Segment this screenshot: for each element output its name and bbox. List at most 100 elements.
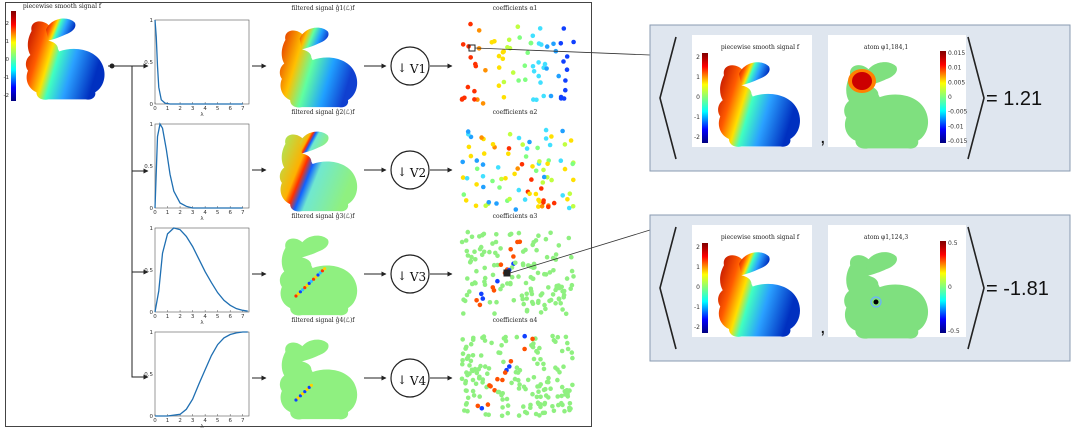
coefficient-point: [480, 101, 486, 106]
coefficient-point: [516, 274, 521, 279]
left-angle-bracket: [659, 226, 677, 350]
coefficient-point: [465, 129, 471, 134]
coefficient-point: [537, 199, 542, 204]
coefficient-point: [493, 239, 499, 245]
coefficient-point: [489, 40, 495, 45]
downsample-arrow-symbol: ↓: [397, 61, 407, 75]
coefficient-point: [525, 377, 531, 383]
kernel-xtick-label: 6: [228, 106, 232, 112]
atom-support-point: [873, 299, 879, 305]
callout-atom-colorbar: [940, 51, 946, 143]
coefficient-point: [483, 203, 489, 208]
coefficient-point: [500, 56, 506, 62]
callout-signal-tick: -1: [694, 114, 700, 121]
coefficient-point: [501, 79, 507, 85]
coefficient-point: [467, 371, 472, 376]
coefficient-point: [524, 296, 529, 301]
callout-atom-tick: -0.5: [948, 328, 960, 335]
callout-signal-tick: -2: [694, 324, 700, 331]
coefficient-point: [496, 65, 502, 70]
coefficient-point: [534, 394, 540, 400]
coefficient-point: [553, 365, 558, 371]
coefficient-point: [499, 343, 504, 348]
callout-atom-tick: -0.015: [948, 138, 968, 145]
signal-tick-2: 1: [6, 39, 10, 45]
coefficient-point: [472, 249, 477, 254]
coefficient-point: [564, 276, 570, 281]
coefficient-point: [499, 176, 504, 182]
coefficient-point: [517, 239, 523, 245]
coef-title-3: coefficients α3: [493, 213, 538, 220]
inner-product-value: = -1.81: [986, 278, 1049, 300]
kernel-ytick-label: 1: [150, 18, 154, 24]
kernel-plot-1: 0 1 2 3 4 5 6 7 0 0.5 1 λ: [144, 18, 250, 118]
coefficient-point: [463, 238, 469, 243]
coefficient-point: [565, 197, 570, 202]
callout-signal-colorbar: [702, 243, 708, 333]
coefficient-point: [570, 204, 576, 209]
coefficient-point: [516, 187, 522, 193]
coefficient-point: [476, 366, 482, 372]
coefficient-point: [495, 262, 500, 268]
coefficient-point: [558, 301, 563, 306]
kernel-xtick-label: 7: [241, 106, 245, 112]
signal-title: piecewise smooth signal f: [23, 3, 102, 10]
kernel-ytick-label: 0.5: [144, 268, 153, 274]
coefficient-point: [500, 49, 506, 55]
coefficient-point: [536, 73, 541, 79]
filtered-bunny-1: [279, 27, 358, 108]
coefficient-point: [541, 167, 546, 173]
coefficient-point: [538, 382, 543, 387]
coefficient-point: [499, 413, 505, 419]
coefficient-point: [498, 286, 503, 292]
coefficient-point: [564, 54, 570, 59]
kernel-xtick-label: 0: [153, 106, 157, 112]
coefficient-point: [510, 70, 516, 75]
downsample-subscript: V1: [409, 62, 426, 76]
coefficient-point: [515, 370, 521, 375]
coefficient-point: [520, 142, 525, 147]
pipeline-row-3: 0 1 2 3 4 5 6 7 0 0.5 1 λ filtered signal ĝ3(ℒ)f ↓ V3 c…: [144, 213, 576, 326]
coefficient-point: [477, 394, 483, 399]
coefficient-point: [536, 60, 541, 65]
coefficient-point: [482, 338, 488, 343]
kernel-xtick-label: 4: [203, 314, 207, 320]
coefficient-point: [490, 241, 495, 246]
coefficient-point: [560, 402, 565, 408]
coefficient-point: [555, 377, 560, 383]
kernel-xtick-label: 2: [178, 314, 182, 320]
coefficient-point: [497, 185, 502, 190]
callout-comma: ,: [820, 126, 826, 148]
coefficient-point: [516, 386, 522, 391]
coefficient-point: [562, 408, 567, 414]
kernel-xtick-label: 5: [216, 314, 220, 320]
coefficient-point: [529, 343, 534, 348]
coefficient-point: [529, 288, 534, 294]
coefficient-point: [507, 131, 513, 137]
downsample-operator-1: ↓ V1: [390, 46, 430, 86]
coefficient-point: [480, 380, 485, 385]
callout-signal-tick: 1: [696, 74, 700, 81]
coefficient-point: [468, 55, 474, 60]
coefficient-point: [559, 393, 564, 399]
coefficient-point: [511, 298, 517, 303]
coefficient-point: [474, 158, 480, 163]
coefficient-point: [517, 382, 522, 387]
filtered-bunny-2: [279, 131, 358, 212]
coefficient-point: [535, 361, 540, 367]
coefficient-point: [469, 234, 475, 240]
coefficient-point: [542, 271, 547, 277]
coefficient-point: [461, 297, 466, 303]
coefficient-point: [525, 50, 530, 55]
coefficient-point: [495, 278, 500, 284]
coefficient-point: [555, 334, 561, 340]
filtered-title-3: filtered signal ĝ3(ℒ)f: [291, 213, 355, 220]
right-angle-bracket: [967, 36, 985, 160]
coefficient-point: [490, 285, 496, 290]
coefficient-point: [529, 177, 534, 182]
coefficient-point: [566, 235, 572, 241]
coefficient-point: [463, 381, 468, 386]
coefficient-point: [478, 244, 484, 250]
coefficient-point: [570, 355, 575, 361]
downsample-subscript: V3: [409, 270, 426, 284]
